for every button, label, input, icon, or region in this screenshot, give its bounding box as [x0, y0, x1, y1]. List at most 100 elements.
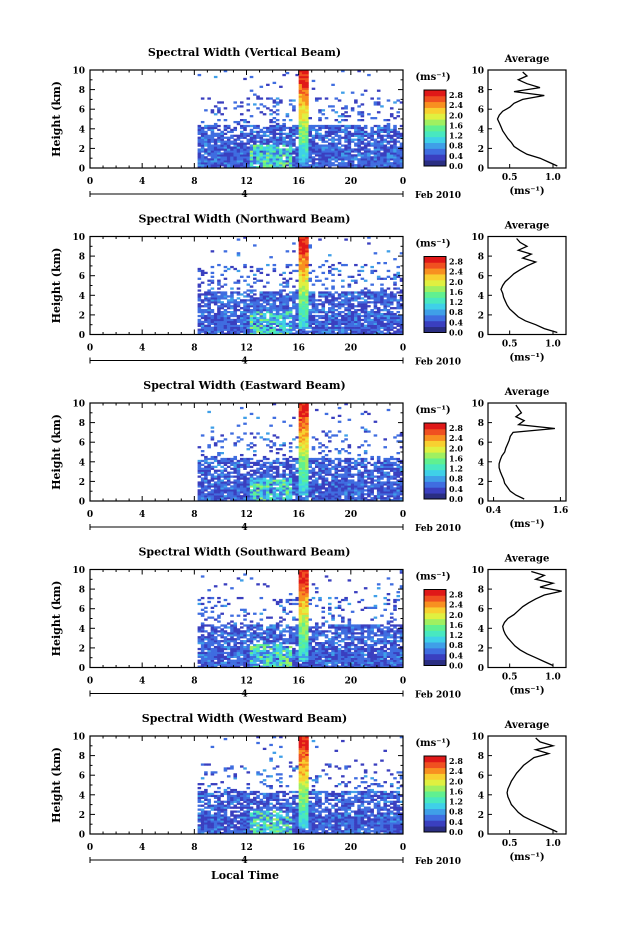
heatmap-cell — [249, 473, 254, 476]
heatmap-cell — [236, 293, 241, 296]
heatmap-cell — [230, 134, 234, 137]
heatmap-cell — [298, 422, 303, 425]
heatmap-cell — [363, 450, 368, 453]
heatmap-cell — [246, 489, 251, 492]
heatmap-cell — [331, 465, 335, 468]
heatmap-cell — [279, 493, 283, 496]
heatmap-cell — [266, 128, 270, 132]
heatmap-cell — [275, 160, 280, 163]
heatmap-cell — [314, 438, 319, 441]
heatmap-cell — [200, 146, 205, 149]
heatmap-cell — [262, 158, 267, 161]
average-profile-line — [496, 71, 558, 167]
heatmap-cell — [376, 309, 381, 312]
heatmap-cell — [262, 483, 267, 486]
heatmap-cell — [357, 493, 361, 496]
heatmap-cell — [314, 275, 319, 278]
heatmap-cell — [318, 146, 322, 149]
heatmap-cell — [226, 295, 231, 298]
heatmap-cell — [207, 655, 211, 658]
heatmap-cell — [269, 326, 273, 329]
heatmap-cell — [305, 312, 309, 316]
heatmap-cell — [197, 305, 202, 308]
average-y-tick-label: 10 — [471, 67, 484, 77]
heatmap-cell — [314, 136, 319, 139]
heatmap-cell — [298, 162, 303, 165]
heatmap-cell — [220, 312, 224, 316]
heatmap-cell — [321, 471, 326, 474]
heatmap-cell — [311, 301, 316, 304]
heatmap-cell — [386, 154, 391, 157]
heatmap-cell — [331, 148, 335, 151]
heatmap-cell — [393, 132, 397, 135]
heatmap-cell — [373, 138, 378, 141]
heatmap-cell — [305, 160, 309, 163]
heatmap-cell — [269, 312, 273, 316]
heatmap-cell — [266, 138, 270, 141]
heatmap-cell — [210, 663, 215, 666]
heatmap-cell — [233, 483, 238, 486]
heatmap-cell — [197, 128, 202, 132]
heatmap-cell — [376, 324, 381, 327]
heatmap-cell — [282, 160, 286, 163]
heatmap-cell — [220, 310, 224, 314]
heatmap-cell — [331, 491, 335, 494]
heatmap-cell — [200, 473, 205, 476]
heatmap-cell — [272, 81, 277, 85]
heatmap-cell — [357, 312, 361, 316]
heatmap-cell — [200, 309, 205, 312]
heatmap-cell — [207, 642, 211, 645]
heatmap-cell — [298, 475, 303, 478]
heatmap-cell — [210, 271, 215, 275]
heatmap-cell — [279, 160, 283, 163]
heatmap-cell — [334, 146, 339, 149]
heatmap-cell — [337, 489, 342, 492]
heatmap-cell — [389, 130, 394, 134]
heatmap-cell — [298, 289, 303, 292]
heatmap-cell — [341, 305, 345, 308]
heatmap-cell — [207, 283, 211, 286]
heatmap-cell — [223, 651, 228, 655]
heatmap-cell — [226, 487, 231, 490]
heatmap-cell — [200, 97, 205, 100]
heatmap-cell — [396, 467, 401, 470]
heatmap-cell — [239, 457, 244, 461]
heatmap-cell — [389, 316, 394, 320]
heatmap-cell — [233, 485, 238, 488]
heatmap-cell — [266, 471, 270, 474]
heatmap-cell — [373, 154, 378, 157]
heatmap-cell — [210, 461, 215, 465]
heatmap-cell — [334, 152, 339, 155]
y-tick-label: 10 — [72, 67, 85, 77]
colorbar-segment — [424, 113, 446, 120]
heatmap-cell — [305, 307, 309, 310]
heatmap-cell — [272, 332, 277, 335]
heatmap-cell — [383, 138, 387, 141]
heatmap-cell — [266, 481, 270, 484]
heatmap-cell — [213, 455, 218, 459]
heatmap-cell — [337, 465, 342, 468]
heatmap-cell — [207, 316, 211, 320]
heatmap-cell — [285, 301, 290, 304]
heatmap-cell — [393, 322, 397, 325]
heatmap-cell — [331, 330, 335, 333]
heatmap-cell — [197, 471, 202, 474]
heatmap-cell — [360, 477, 365, 480]
heatmap-cell — [367, 73, 371, 77]
heatmap-cell — [243, 263, 247, 267]
heatmap-cell — [399, 487, 404, 490]
heatmap-cell — [226, 158, 231, 161]
heatmap-cell — [389, 277, 394, 280]
heatmap-cell — [282, 166, 286, 169]
heatmap-cell — [301, 71, 306, 75]
heatmap-cell — [318, 160, 322, 163]
heatmap-cell — [305, 299, 309, 302]
heatmap-cell — [207, 320, 211, 324]
heatmap-cell — [275, 448, 280, 451]
heatmap-cell — [298, 81, 303, 85]
heatmap-cell — [331, 309, 335, 312]
heatmap-cell — [226, 305, 231, 308]
heatmap-cell — [246, 497, 251, 500]
heatmap-cell — [396, 316, 401, 320]
heatmap-cell — [324, 150, 329, 153]
